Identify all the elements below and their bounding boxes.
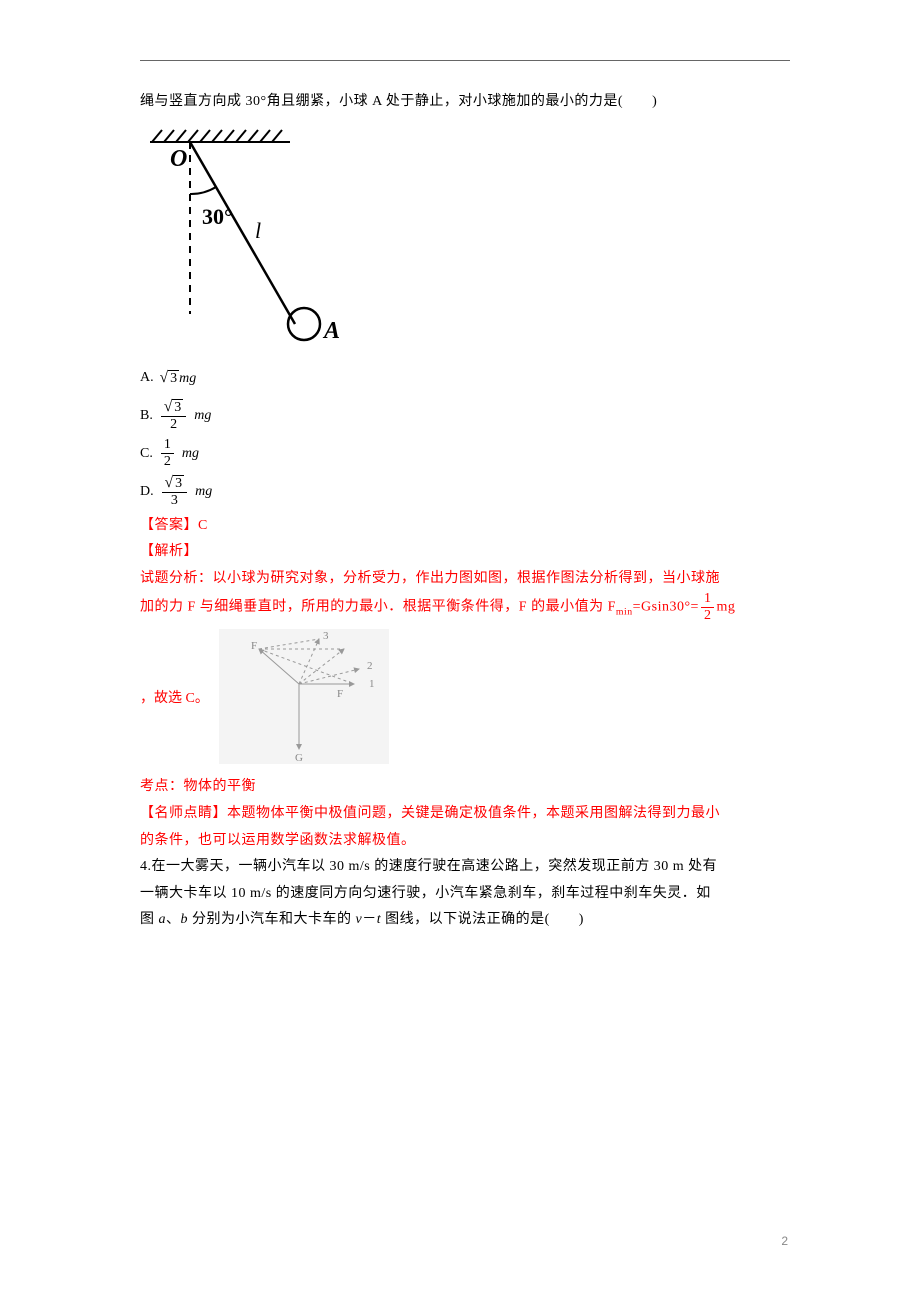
opt-A-expr: √3mg (160, 369, 197, 387)
q4-l1-text: 在一大雾天，一辆小汽车以 30 m/s 的速度行驶在高速公路上，突然发现正前方 … (152, 859, 718, 874)
opt-C-frac: 1 2 (161, 438, 174, 469)
q3-option-D: D. √3 3 mg (140, 475, 790, 509)
analysis-l2a: 加的力 F 与细绳垂直时，所用的力最小．根据平衡条件得，F 的最小值为 F (140, 600, 616, 615)
opt-B-frac: √3 2 (161, 399, 186, 432)
analysis-sub: min (616, 607, 633, 618)
force-diagram: F F G 1 2 3 (219, 629, 389, 764)
diagram-A: A (322, 318, 340, 344)
q3-answer: 【答案】C (140, 513, 790, 540)
analysis-frac: 12 (701, 592, 715, 623)
diagram-angle: 30° (202, 204, 233, 229)
q4-l2: 一辆大卡车以 10 m/s 的速度同方向匀速行驶，小汽车紧急刹车，刹车过程中刹车… (140, 881, 790, 908)
svg-text:2: 2 (367, 660, 373, 672)
q4-l3: 图 a、b 分别为小汽车和大卡车的 v－t 图线，以下说法正确的是( ) (140, 907, 790, 934)
opt-C-letter: C. (140, 446, 153, 462)
q3-option-B: B. √3 2 mg (140, 399, 790, 433)
q3-stem-text: 绳与竖直方向成 30°角且绷紧，小球 A 处于静止，对小球施加的最小的力是( ) (140, 94, 657, 109)
opt-D-letter: D. (140, 484, 154, 500)
q4-num: 4. (140, 859, 152, 874)
svg-text:G: G (295, 752, 303, 764)
svg-text:3: 3 (323, 630, 329, 642)
analysis-l2c: mg (716, 600, 735, 615)
q3-force-diagram-row: ，故选 C。 (140, 629, 790, 764)
q3-option-A: A. √3mg (140, 361, 790, 395)
q3-tips-l1: 【名师点睛】本题物体平衡中极值问题，关键是确定极值条件，本题采用图解法得到力最小 (140, 801, 790, 828)
opt-B-tail: mg (194, 408, 211, 424)
opt-B-letter: B. (140, 408, 153, 424)
tips-label: 【名师点睛】 (140, 806, 227, 821)
svg-text:1: 1 (369, 678, 375, 690)
answer-value: C (198, 518, 208, 533)
opt-C-tail: mg (182, 446, 199, 462)
q3-tips-l2: 的条件，也可以运用数学函数法求解极值。 (140, 828, 790, 855)
q3-kaodian: 考点：物体的平衡 (140, 774, 790, 801)
q3-option-C: C. 1 2 mg (140, 437, 790, 471)
svg-text:F: F (251, 640, 257, 652)
q3-analysis-l2: 加的力 F 与细绳垂直时，所用的力最小．根据平衡条件得，F 的最小值为 Fmin… (140, 592, 790, 623)
q3-pendulum-diagram: O 30° l A (140, 124, 790, 349)
opt-A-letter: A. (140, 370, 154, 386)
q4-l1: 4.在一大雾天，一辆小汽车以 30 m/s 的速度行驶在高速公路上，突然发现正前… (140, 854, 790, 881)
analysis-tail: ，故选 C。 (140, 687, 209, 707)
diagram-l: l (255, 218, 261, 243)
page-number: 2 (781, 1234, 788, 1248)
q3-stem-tail: 绳与竖直方向成 30°角且绷紧，小球 A 处于静止，对小球施加的最小的力是( ) (140, 89, 790, 116)
opt-D-frac: √3 3 (162, 475, 187, 508)
answer-label: 【答案】 (140, 518, 198, 533)
tips-l1-text: 本题物体平衡中极值问题，关键是确定极值条件，本题采用图解法得到力最小 (227, 806, 720, 821)
q3-analysis-l1: 试题分析：以小球为研究对象，分析受力，作出力图如图，根据作图法分析得到，当小球施 (140, 566, 790, 593)
svg-text:F: F (337, 688, 343, 700)
page-top-rule (140, 60, 790, 61)
q3-analysis-label: 【解析】 (140, 539, 790, 566)
opt-D-tail: mg (195, 484, 212, 500)
analysis-l2b: =Gsin30°= (633, 600, 699, 615)
diagram-O: O (170, 146, 187, 172)
